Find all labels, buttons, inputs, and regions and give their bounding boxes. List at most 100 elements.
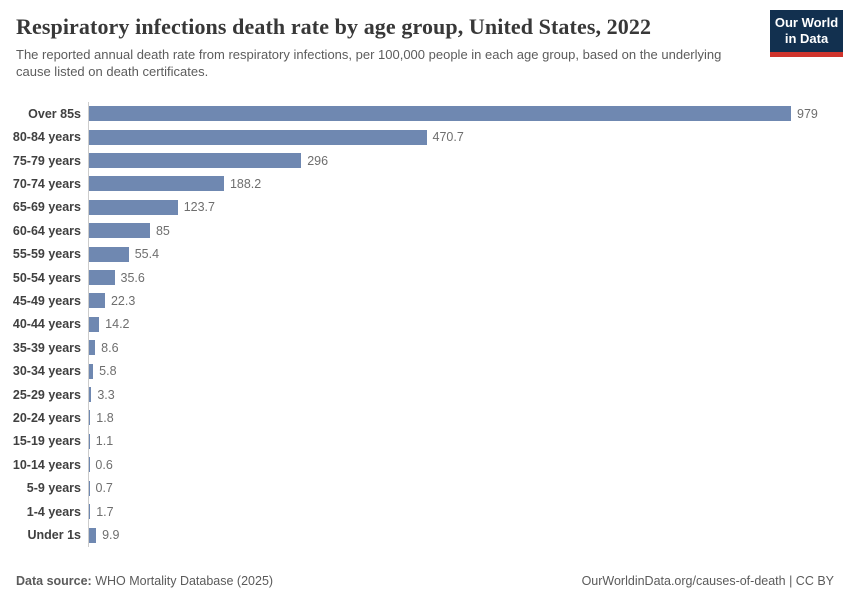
data-source-value: WHO Mortality Database (2025): [95, 574, 274, 588]
category-label: 40-44 years: [12, 317, 81, 332]
category-label: 75-79 years: [12, 153, 81, 168]
bar-track: 1.8: [88, 406, 834, 430]
bar-track: 979: [88, 102, 834, 126]
chart-row: Over 85s 979: [0, 102, 834, 126]
chart-title: Respiratory infections death rate by age…: [16, 14, 652, 39]
value-label: 470.7: [432, 130, 464, 145]
chart-row: 65-69 years 123.7: [0, 195, 834, 220]
chart-row: 5-9 years 0.7: [0, 476, 834, 500]
category-label: Under 1s: [27, 528, 82, 543]
bar-track: 14.2: [88, 312, 834, 337]
chart-row: 10-14 years 0.6: [0, 453, 834, 477]
category-label: 45-49 years: [12, 293, 81, 308]
category-label: 30-34 years: [12, 364, 81, 379]
category-label: 80-84 years: [12, 130, 81, 145]
chart-row: 50-54 years 35.6: [0, 265, 834, 290]
chart-row: 75-79 years 296: [0, 148, 834, 173]
bar[interactable]: [89, 433, 90, 449]
value-label: 123.7: [183, 200, 215, 215]
bar-track: 470.7: [88, 125, 834, 149]
bar[interactable]: [89, 480, 90, 496]
category-label: 60-64 years: [12, 223, 81, 238]
chart-footer: Data source: WHO Mortality Database (202…: [16, 574, 834, 588]
bar-track: 123.7: [88, 195, 834, 220]
bar[interactable]: [89, 387, 92, 403]
footer-link[interactable]: OurWorldinData.org/causes-of-death | CC …: [581, 574, 834, 588]
category-label: 5-9 years: [26, 481, 81, 496]
chart-row: 25-29 years 3.3: [0, 382, 834, 407]
value-label: 14.2: [105, 317, 130, 332]
category-label: 10-14 years: [12, 457, 81, 472]
value-label: 1.1: [95, 434, 114, 449]
bar-track: 5.8: [88, 359, 834, 383]
chart-row: 1-4 years 1.7: [0, 499, 834, 524]
bar-track: 0.7: [88, 476, 834, 500]
chart-row: 30-34 years 5.8: [0, 359, 834, 383]
value-label: 85: [155, 223, 170, 238]
chart-row: 80-84 years 470.7: [0, 125, 834, 149]
value-label: 35.6: [120, 270, 145, 285]
bar-track: 0.6: [88, 453, 834, 477]
bar[interactable]: [89, 129, 427, 145]
value-label: 296: [307, 153, 329, 168]
bar-track: 22.3: [88, 289, 834, 313]
bar[interactable]: [89, 223, 150, 239]
bar[interactable]: [89, 176, 224, 192]
category-label: 70-74 years: [12, 176, 81, 191]
chart-subtitle: The reported annual death rate from resp…: [16, 47, 722, 80]
value-label: 979: [797, 106, 818, 121]
chart-row: 20-24 years 1.8: [0, 406, 834, 430]
bar-track: 1.7: [88, 499, 834, 524]
category-label: 35-39 years: [12, 340, 81, 355]
value-label: 3.3: [97, 387, 115, 402]
category-label: 55-59 years: [12, 247, 81, 262]
category-label: 50-54 years: [12, 270, 81, 285]
value-label: 8.6: [101, 340, 119, 355]
bar-track: 55.4: [88, 242, 834, 266]
bar[interactable]: [89, 106, 791, 122]
category-label: Over 85s: [28, 106, 81, 121]
data-source: Data source: WHO Mortality Database (202…: [16, 574, 273, 588]
bar-track: 8.6: [88, 336, 834, 360]
chart-row: 45-49 years 22.3: [0, 289, 834, 313]
category-label: 15-19 years: [12, 434, 81, 449]
bar-track: 3.3: [88, 382, 834, 407]
value-label: 22.3: [110, 293, 136, 308]
bar[interactable]: [89, 527, 97, 543]
category-label: 25-29 years: [12, 387, 81, 402]
owid-logo-line1: Our World: [774, 15, 839, 30]
value-label: 188.2: [229, 176, 262, 191]
bar-track: 35.6: [88, 265, 834, 290]
chart-row: Under 1s 9.9: [0, 523, 834, 547]
chart-row: 40-44 years 14.2: [0, 312, 834, 337]
chart-row: 35-39 years 8.6: [0, 336, 834, 360]
bar[interactable]: [89, 246, 129, 262]
bar[interactable]: [89, 270, 115, 286]
bar[interactable]: [89, 199, 178, 215]
bar[interactable]: [89, 504, 91, 520]
chart-row: 60-64 years 85: [0, 219, 834, 243]
value-label: 55.4: [134, 247, 160, 262]
value-label: 1.7: [96, 504, 114, 519]
value-label: 0.7: [95, 481, 113, 496]
value-label: 0.6: [95, 457, 113, 472]
bar-track: 188.2: [88, 172, 834, 196]
bar[interactable]: [89, 153, 302, 169]
bar[interactable]: [89, 363, 94, 379]
value-label: 5.8: [99, 364, 117, 379]
bar[interactable]: [89, 340, 96, 356]
data-source-label: Data source:: [16, 574, 92, 588]
bar-track: 296: [88, 148, 834, 173]
bar-chart: Over 85s 979 80-84 years 470.7 75-79 years 29…: [0, 102, 834, 547]
bar[interactable]: [89, 410, 91, 426]
category-label: 20-24 years: [12, 410, 81, 425]
bar-track: 1.1: [88, 429, 834, 454]
chart-row: 70-74 years 188.2: [0, 172, 834, 196]
chart-header: Respiratory infections death rate by age…: [16, 14, 834, 80]
bar[interactable]: [89, 293, 105, 309]
chart-row: 15-19 years 1.1: [0, 429, 834, 454]
bar-track: 9.9: [88, 523, 834, 547]
category-label: 1-4 years: [26, 504, 81, 519]
bar[interactable]: [89, 316, 100, 332]
